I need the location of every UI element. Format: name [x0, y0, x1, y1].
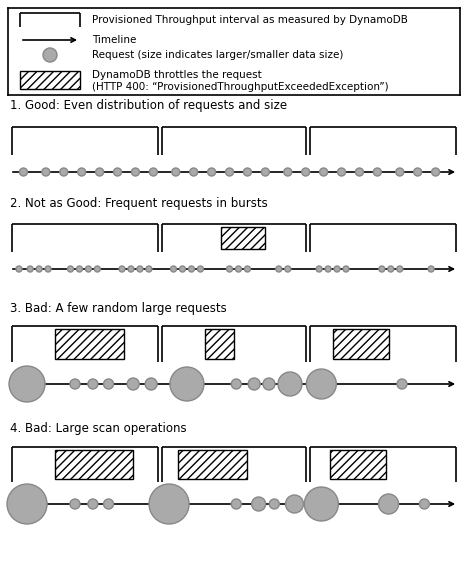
Circle shape [276, 266, 282, 272]
Bar [178, 450, 248, 479]
Circle shape [103, 379, 114, 389]
Circle shape [304, 487, 338, 521]
Circle shape [244, 266, 250, 272]
Circle shape [337, 168, 345, 176]
Bar [220, 227, 265, 249]
Circle shape [9, 366, 45, 402]
Circle shape [379, 494, 399, 514]
Circle shape [284, 168, 292, 176]
Circle shape [320, 168, 328, 176]
Circle shape [197, 266, 204, 272]
Circle shape [60, 168, 68, 176]
Circle shape [302, 168, 310, 176]
Circle shape [170, 266, 176, 272]
Circle shape [149, 484, 189, 524]
Circle shape [248, 378, 260, 390]
Circle shape [172, 168, 180, 176]
Circle shape [88, 499, 98, 509]
Text: 4. Bad: Large scan operations: 4. Bad: Large scan operations [10, 422, 187, 435]
Circle shape [243, 168, 251, 176]
Bar [20, 71, 80, 89]
Circle shape [67, 266, 73, 272]
Circle shape [95, 168, 103, 176]
Circle shape [278, 372, 302, 396]
Bar [330, 450, 386, 479]
Circle shape [78, 168, 86, 176]
Circle shape [137, 266, 143, 272]
Bar [55, 450, 133, 479]
Text: 3. Bad: A few random large requests: 3. Bad: A few random large requests [10, 302, 227, 315]
Circle shape [190, 168, 197, 176]
Circle shape [103, 499, 114, 509]
Circle shape [235, 266, 241, 272]
Circle shape [431, 168, 439, 176]
Text: Provisioned Throughput interval as measured by DynamoDB: Provisioned Throughput interval as measu… [92, 15, 408, 25]
Text: DynamoDB throttles the request
(HTTP 400: “ProvisionedThroughputExceededExceptio: DynamoDB throttles the request (HTTP 400… [92, 70, 388, 92]
Circle shape [43, 48, 57, 62]
Text: Request (size indicates larger/smaller data size): Request (size indicates larger/smaller d… [92, 50, 344, 60]
Circle shape [261, 168, 270, 176]
Circle shape [285, 495, 303, 513]
Circle shape [189, 266, 194, 272]
Circle shape [128, 266, 134, 272]
Circle shape [27, 266, 33, 272]
Circle shape [373, 168, 381, 176]
Circle shape [20, 168, 28, 176]
Circle shape [119, 266, 125, 272]
Circle shape [146, 266, 152, 272]
Circle shape [7, 484, 47, 524]
Circle shape [231, 379, 241, 389]
Bar [205, 329, 234, 359]
Circle shape [334, 266, 340, 272]
Circle shape [226, 168, 234, 176]
Circle shape [343, 266, 349, 272]
Circle shape [36, 266, 42, 272]
Circle shape [149, 168, 157, 176]
Bar [55, 329, 124, 359]
Circle shape [88, 379, 98, 389]
Circle shape [127, 378, 139, 390]
Circle shape [132, 168, 139, 176]
Circle shape [428, 266, 434, 272]
Circle shape [263, 378, 275, 390]
Circle shape [285, 266, 291, 272]
Circle shape [316, 266, 322, 272]
Circle shape [355, 168, 364, 176]
Circle shape [85, 266, 91, 272]
Circle shape [397, 379, 407, 389]
Circle shape [145, 378, 157, 390]
Circle shape [325, 266, 331, 272]
Circle shape [231, 499, 241, 509]
Circle shape [170, 367, 204, 401]
Circle shape [95, 266, 100, 272]
Circle shape [397, 266, 403, 272]
Circle shape [70, 499, 80, 509]
Circle shape [307, 369, 336, 399]
Circle shape [414, 168, 422, 176]
Circle shape [180, 266, 185, 272]
Circle shape [252, 497, 266, 511]
Circle shape [16, 266, 22, 272]
Text: Timeline: Timeline [92, 35, 136, 45]
Circle shape [227, 266, 233, 272]
Text: 2. Not as Good: Frequent requests in bursts: 2. Not as Good: Frequent requests in bur… [10, 197, 268, 210]
Circle shape [70, 379, 80, 389]
Bar [333, 329, 388, 359]
Circle shape [396, 168, 404, 176]
Text: 1. Good: Even distribution of requests and size: 1. Good: Even distribution of requests a… [10, 99, 287, 112]
Circle shape [76, 266, 82, 272]
Circle shape [45, 266, 51, 272]
Circle shape [208, 168, 216, 176]
Circle shape [379, 266, 385, 272]
Circle shape [42, 168, 50, 176]
Circle shape [269, 499, 279, 509]
Circle shape [419, 499, 430, 509]
Circle shape [388, 266, 394, 272]
Circle shape [114, 168, 122, 176]
